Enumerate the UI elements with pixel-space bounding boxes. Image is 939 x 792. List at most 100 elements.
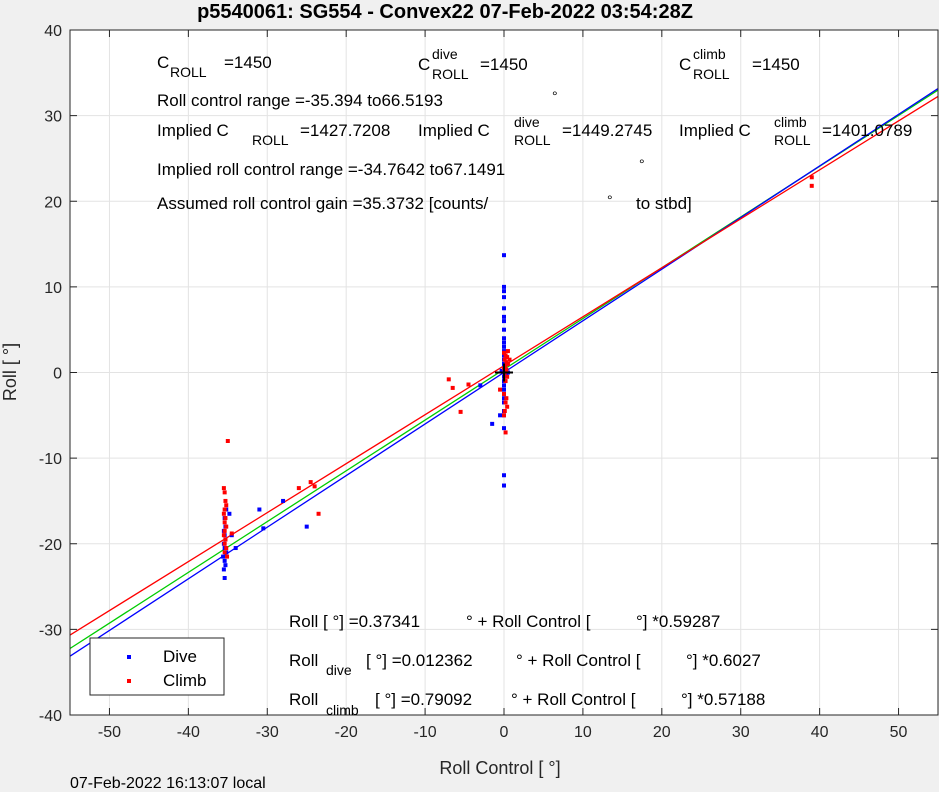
climb-point	[312, 484, 317, 489]
climb-point	[502, 357, 507, 362]
dive-point	[502, 396, 506, 401]
dive-point	[227, 511, 232, 516]
assumed-gain: Assumed roll control gain =35.3732 [coun…	[157, 194, 489, 213]
svg-text:[ °] =0.012362: [ °] =0.012362	[366, 651, 473, 670]
climb-point	[502, 391, 506, 396]
climb-point	[503, 363, 508, 368]
x-tick-label: -30	[256, 724, 279, 741]
equation-climb: Roll climb [ °] =0.79092 ° + Roll Contro…	[289, 690, 765, 718]
climb-point	[446, 377, 451, 382]
svg-text:C: C	[418, 55, 430, 74]
svg-text:ROLL: ROLL	[774, 132, 811, 148]
roll-control-range: Roll control range =-35.394 to66.5193	[157, 91, 443, 110]
svg-text:C: C	[157, 53, 169, 72]
implied-roll-control-range: Implied roll control range =-34.7642 to6…	[157, 160, 505, 179]
chart-title: p5540061: SG554 - Convex22 07-Feb-2022 0…	[197, 1, 693, 23]
climb-point	[223, 516, 228, 521]
x-tick-label: 20	[653, 724, 671, 741]
svg-text:=1450: =1450	[752, 55, 800, 74]
x-tick-label: -40	[177, 724, 200, 741]
svg-text:=1427.7208: =1427.7208	[300, 121, 390, 140]
climb-point	[809, 175, 814, 180]
climb-point	[504, 396, 509, 401]
x-tick-label: -10	[414, 724, 437, 741]
implied-c-roll: Implied C ROLL =1427.7208	[157, 121, 390, 148]
svg-text:C: C	[679, 55, 691, 74]
svg-text:Implied C: Implied C	[157, 121, 229, 140]
y-tick-label: 30	[44, 109, 62, 126]
dive-point	[502, 387, 506, 392]
svg-text:ROLL: ROLL	[514, 132, 551, 148]
svg-text:climb: climb	[693, 46, 726, 62]
svg-text:Implied C: Implied C	[679, 121, 751, 140]
climb-point	[225, 554, 230, 559]
dive-point	[502, 314, 506, 319]
climb-point	[221, 533, 226, 538]
svg-text:Roll [ °] =0.37341: Roll [ °] =0.37341	[289, 612, 420, 631]
y-tick-label: -30	[39, 622, 62, 639]
svg-text:Implied C: Implied C	[418, 121, 490, 140]
climb-point	[502, 409, 507, 414]
svg-text:dive: dive	[432, 46, 458, 62]
climb-point	[229, 531, 234, 536]
climb-point	[503, 379, 508, 384]
gain-end: to stbd]	[636, 194, 692, 213]
dive-point	[257, 507, 262, 512]
implied-range-degree-symbol: °	[639, 156, 645, 172]
climb-point	[316, 511, 321, 516]
svg-text:=1450: =1450	[480, 55, 528, 74]
climb-point	[224, 503, 229, 508]
climb-point	[222, 507, 227, 512]
dive-point	[490, 421, 495, 426]
climb-point	[450, 385, 455, 390]
climb-point	[505, 361, 510, 366]
climb-point	[225, 439, 230, 443]
svg-text:ROLL: ROLL	[432, 66, 469, 82]
svg-text:Roll: Roll	[289, 690, 318, 709]
dive-point	[502, 383, 506, 388]
legend-dive-marker	[127, 655, 131, 659]
svg-text:° + Roll Control [: ° + Roll Control [	[466, 612, 591, 631]
y-tick-label: -20	[39, 537, 62, 554]
c-roll-label: C ROLL =1450	[157, 53, 272, 80]
dive-point	[502, 483, 506, 488]
legend-climb-label: Climb	[163, 671, 206, 690]
climb-point	[222, 520, 227, 525]
climb-point	[308, 480, 313, 485]
x-tick-label: 50	[890, 724, 908, 741]
dive-point	[499, 368, 504, 373]
equation-all: Roll [ °] =0.37341 ° + Roll Control [ °]…	[289, 612, 720, 631]
dive-point	[502, 327, 506, 332]
y-tick-label: -10	[39, 451, 62, 468]
x-tick-label: -20	[335, 724, 358, 741]
dive-point	[502, 295, 506, 300]
climb-point	[466, 382, 471, 387]
climb-point	[222, 490, 227, 495]
svg-text:°] *0.57188: °] *0.57188	[681, 690, 765, 709]
svg-text:° + Roll Control [: ° + Roll Control [	[516, 651, 641, 670]
dive-point	[502, 426, 506, 431]
dive-point	[221, 567, 226, 572]
dive-point	[502, 253, 506, 258]
climb-point	[222, 541, 227, 546]
climb-point	[505, 355, 510, 360]
dive-point	[498, 413, 503, 418]
climb-point	[505, 374, 510, 379]
climb-point	[221, 486, 226, 491]
x-tick-label: 10	[574, 724, 592, 741]
x-tick-label: 30	[732, 724, 750, 741]
climb-point	[507, 357, 512, 362]
svg-text:dive: dive	[326, 662, 352, 678]
climb-point	[503, 430, 508, 435]
axis-ticks: -50 -40 -30 -20 -10 0 10 20 30 40 50 -40 -30 -20 -10 0 1…	[39, 23, 938, 741]
y-tick-label: 0	[53, 366, 62, 383]
climb-point	[504, 367, 509, 372]
climb-point	[224, 524, 229, 529]
dive-point	[233, 546, 238, 551]
climb-point	[458, 409, 463, 414]
dive-point	[281, 498, 286, 503]
x-tick-label: -50	[98, 724, 121, 741]
dive-point	[304, 524, 309, 529]
dive-point	[502, 306, 506, 311]
climb-point	[222, 550, 227, 555]
